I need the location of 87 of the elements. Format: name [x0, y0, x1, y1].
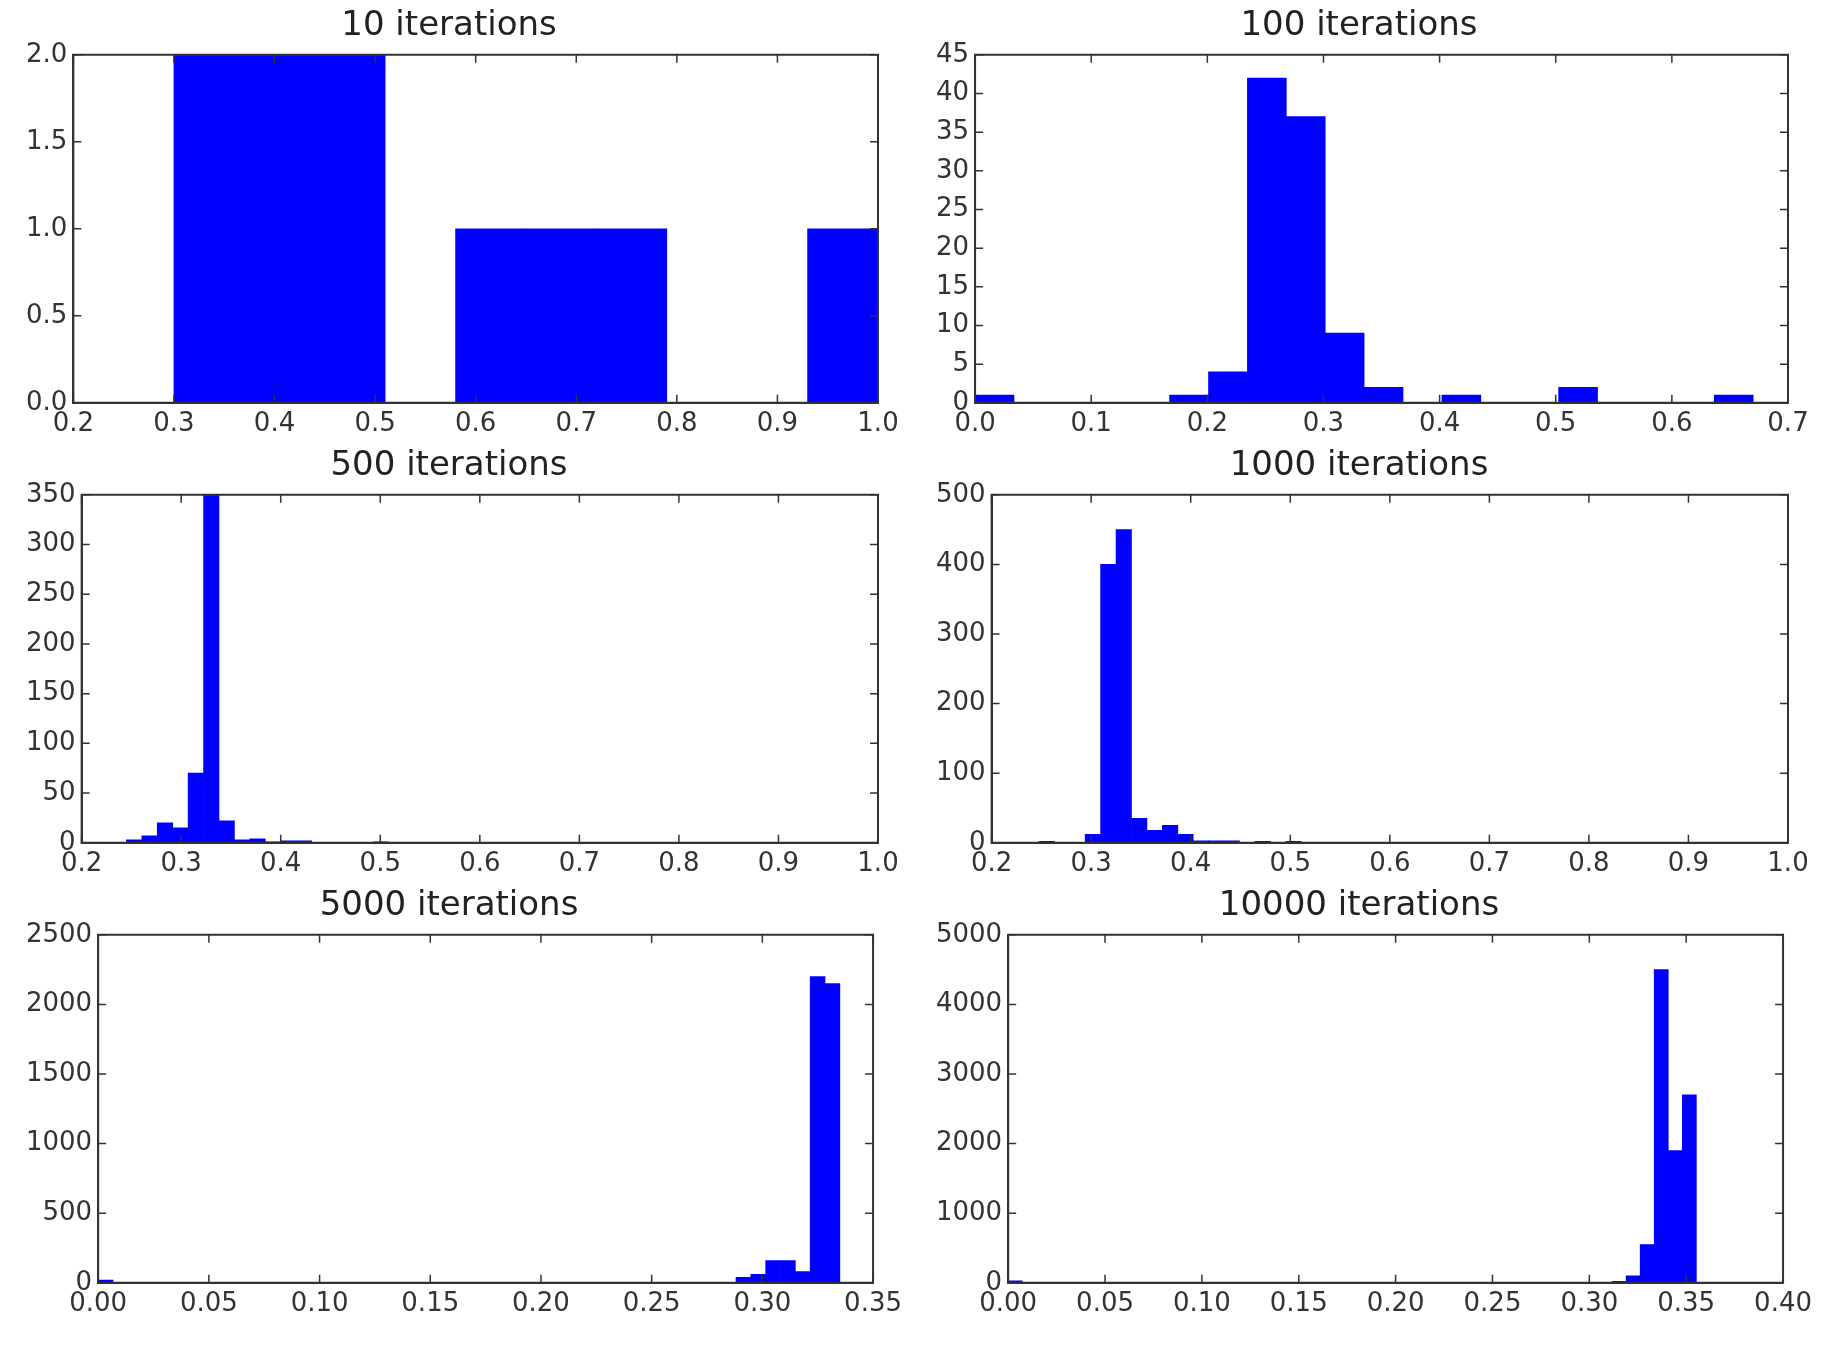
x-tick-label: 0.4 — [260, 847, 302, 878]
y-tick-label: 1000 — [26, 1126, 93, 1157]
y-tick-label: 400 — [935, 547, 986, 578]
x-tick-label: 0.5 — [1535, 407, 1577, 438]
y-tick-label: 5000 — [936, 917, 1003, 948]
y-tick-label: 100 — [935, 755, 986, 786]
x-tick-label: 0.6 — [454, 407, 497, 438]
y-tick-label: 50 — [42, 775, 76, 806]
x-tick-label: 0.9 — [756, 407, 799, 438]
x-tick-label: 0.2 — [1186, 407, 1229, 438]
x-tick-label: 0.5 — [1269, 847, 1311, 878]
x-tick-label: 0.4 — [1418, 407, 1461, 438]
x-tick-label: 0.35 — [844, 1287, 902, 1318]
y-tick-label: 300 — [935, 616, 986, 647]
x-tick-label: 0.30 — [1560, 1287, 1619, 1318]
chart-title: 1000 iterations — [1229, 443, 1489, 484]
y-tick-label: 1.5 — [25, 124, 68, 155]
x-tick-label: 0.5 — [359, 847, 401, 878]
x-tick-label: 0.8 — [658, 847, 700, 878]
y-tick-label: 2000 — [26, 987, 93, 1018]
y-tick-label: 0.5 — [25, 298, 68, 329]
y-tick-label: 15 — [935, 269, 970, 300]
y-tick-label: 40 — [935, 76, 970, 107]
x-tick-label: 0.1 — [1070, 407, 1112, 438]
chart-title: 5000 iterations — [319, 883, 579, 924]
y-tick-label: 200 — [25, 626, 76, 657]
y-tick-label: 500 — [935, 477, 986, 508]
x-tick-label: 0.3 — [1070, 847, 1112, 878]
x-tick-label: 0.15 — [401, 1287, 460, 1318]
x-tick-label: 0.05 — [179, 1287, 238, 1318]
chart-title: 10 iterations — [341, 3, 557, 44]
y-tick-label: 250 — [25, 576, 76, 607]
y-tick-label: 4000 — [936, 987, 1003, 1018]
y-tick-label: 5 — [952, 346, 970, 377]
chart-title: 10000 iterations — [1218, 883, 1500, 924]
x-tick-label: 0.7 — [1767, 407, 1809, 438]
x-tick-label: 0.35 — [1657, 1287, 1716, 1318]
x-tick-label: 0.4 — [253, 407, 296, 438]
x-tick-label: 1.0 — [857, 847, 899, 878]
y-tick-label: 2000 — [936, 1126, 1003, 1157]
y-tick-label: 45 — [935, 37, 970, 68]
y-tick-label: 30 — [935, 153, 970, 184]
x-tick-label: 0.7 — [1468, 847, 1511, 878]
x-tick-label: 1.0 — [1767, 847, 1809, 878]
chart-title: 500 iterations — [330, 443, 568, 484]
y-tick-label: 35 — [935, 114, 970, 145]
x-tick-label: 0.20 — [1366, 1287, 1425, 1318]
x-tick-label: 0.5 — [354, 407, 396, 438]
x-tick-label: 0.9 — [1667, 847, 1710, 878]
y-tick-label: 150 — [25, 676, 76, 707]
x-tick-label: 0.25 — [622, 1287, 681, 1318]
y-tick-label: 300 — [25, 527, 76, 558]
y-tick-label: 100 — [25, 726, 76, 757]
x-tick-label: 0.25 — [1463, 1287, 1522, 1318]
x-tick-label: 0.7 — [558, 847, 601, 878]
x-tick-label: 0.10 — [290, 1287, 349, 1318]
x-tick-label: 0.9 — [757, 847, 800, 878]
x-tick-label: 0.3 — [160, 847, 202, 878]
x-tick-label: 0.40 — [1754, 1287, 1812, 1318]
x-tick-label: 0.3 — [153, 407, 195, 438]
y-tick-label: 200 — [935, 686, 986, 717]
x-tick-label: 0.10 — [1172, 1287, 1231, 1318]
x-tick-label: 0.8 — [1568, 847, 1610, 878]
y-tick-label: 25 — [935, 192, 970, 223]
x-tick-label: 0.6 — [1369, 847, 1411, 878]
x-tick-label: 0.6 — [459, 847, 501, 878]
x-tick-label: 0.05 — [1076, 1287, 1134, 1318]
x-tick-label: 0.6 — [1651, 407, 1693, 438]
x-tick-label: 0.3 — [1302, 407, 1345, 438]
y-tick-label: 10 — [935, 308, 970, 339]
x-tick-label: 1.0 — [857, 407, 899, 438]
y-tick-label: 2500 — [26, 917, 93, 948]
y-tick-label: 350 — [25, 477, 76, 508]
x-tick-label: 0.30 — [733, 1287, 792, 1318]
y-tick-label: 2.0 — [25, 37, 68, 68]
chart-title: 100 iterations — [1240, 3, 1478, 44]
x-tick-label: 0.7 — [555, 407, 597, 438]
x-tick-label: 0.4 — [1170, 847, 1212, 878]
x-tick-label: 0.15 — [1269, 1287, 1328, 1318]
y-tick-label: 1000 — [936, 1195, 1003, 1226]
y-tick-label: 20 — [935, 230, 970, 261]
y-tick-label: 1.0 — [25, 211, 68, 242]
y-tick-label: 500 — [42, 1195, 93, 1226]
x-tick-label: 0.8 — [656, 407, 698, 438]
y-tick-label: 1500 — [26, 1056, 93, 1087]
y-tick-label: 3000 — [936, 1056, 1003, 1087]
x-tick-label: 0.20 — [512, 1287, 570, 1318]
